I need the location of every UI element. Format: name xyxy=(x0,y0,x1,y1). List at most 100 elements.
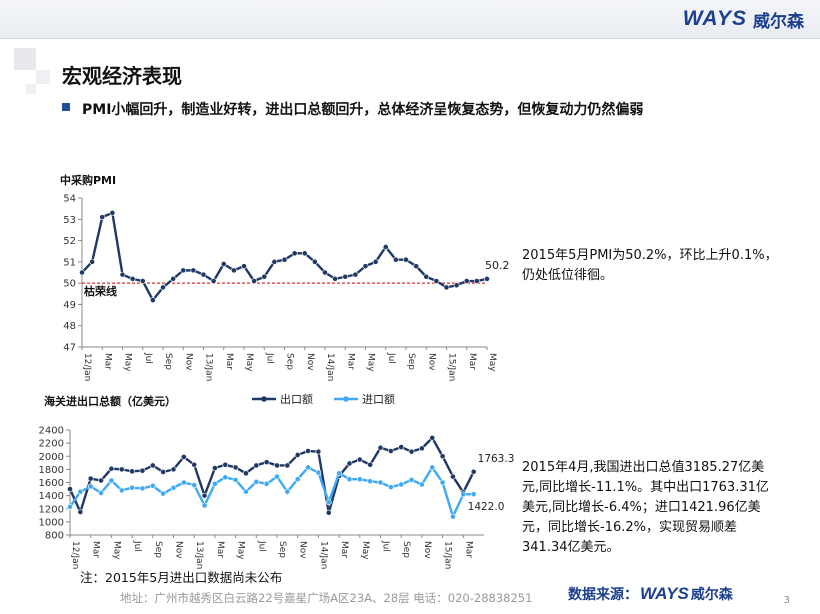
import-point xyxy=(387,484,394,490)
x-tick-label: Sep xyxy=(401,541,411,558)
pmi-point xyxy=(200,271,207,278)
export-point xyxy=(325,509,332,516)
x-tick-label: Mar xyxy=(339,541,349,558)
pmi-point xyxy=(413,263,420,270)
import-point xyxy=(418,481,425,488)
export-point xyxy=(263,459,270,466)
pmi-point xyxy=(484,275,490,282)
pmi-point xyxy=(281,256,288,263)
import-point xyxy=(315,469,322,476)
x-tick-label: Mar xyxy=(102,353,112,370)
pmi-point xyxy=(79,269,85,276)
export-point xyxy=(418,445,425,452)
y-tick-label: 2000 xyxy=(39,452,64,463)
x-tick-label: Jul xyxy=(264,352,274,364)
x-tick-label: Mar xyxy=(463,541,473,558)
import-point xyxy=(460,491,467,498)
threshold-label: 枯荣线 xyxy=(84,284,117,298)
pmi-point xyxy=(332,275,339,282)
x-tick-label: Sep xyxy=(285,353,295,370)
import-point xyxy=(263,480,270,487)
import-point xyxy=(87,483,94,490)
export-point xyxy=(222,461,229,468)
pmi-point xyxy=(89,258,96,265)
pmi-point xyxy=(149,297,156,304)
import-point xyxy=(336,470,342,477)
footnote: 注：2015年5月进出口数据尚未公布 xyxy=(80,570,283,585)
x-tick-label: Jul xyxy=(256,540,266,552)
pmi-point xyxy=(241,263,247,270)
pmi-point xyxy=(291,250,298,257)
pmi-point xyxy=(180,267,187,274)
import-point xyxy=(450,513,456,520)
x-tick-label: May xyxy=(111,541,121,560)
trade-chart-title: 海关进出口总额（亿美元） xyxy=(44,394,176,408)
pmi-point xyxy=(382,244,389,250)
import-point xyxy=(470,491,477,498)
import-point xyxy=(160,490,167,497)
import-point xyxy=(108,477,115,484)
y-tick-label: 53 xyxy=(63,215,76,226)
legend-label: 出口额 xyxy=(280,392,313,406)
x-tick-label: 12/Jan xyxy=(82,353,92,381)
y-tick-label: 2400 xyxy=(39,426,64,437)
pmi-point xyxy=(271,258,278,265)
pmi-point xyxy=(99,214,106,221)
import-point xyxy=(429,464,436,471)
y-tick-label: 1800 xyxy=(39,465,64,476)
x-tick-label: Sep xyxy=(406,353,416,370)
y-tick-label: 1200 xyxy=(39,504,64,515)
y-tick-label: 800 xyxy=(45,531,64,542)
import-point xyxy=(284,488,291,495)
x-tick-label: Mar xyxy=(345,353,355,370)
export-point xyxy=(149,462,156,469)
y-tick-label: 51 xyxy=(63,257,76,268)
export-point xyxy=(243,470,249,477)
x-tick-label: Nov xyxy=(426,353,436,371)
x-tick-label: 13/Jan xyxy=(194,541,204,569)
import-point xyxy=(149,482,156,489)
import-point xyxy=(346,476,353,483)
import-point xyxy=(180,479,187,486)
pmi-chart: 中采购PMI 47 48 49 50 51 52 53 54 12/Jan Mar May Jul Se… xyxy=(60,173,510,381)
pmi-point xyxy=(392,256,399,263)
export-point xyxy=(367,461,374,468)
data-source: 数据来源： WAYS 威尔森 xyxy=(568,584,733,604)
page-number: 3 xyxy=(783,595,790,606)
x-tick-label: Nov xyxy=(183,353,193,371)
import-point xyxy=(377,479,384,486)
footer-address: 地址：广州市越秀区白云路22号嘉星广场A区23A、28层 电话：020-2883… xyxy=(120,591,533,605)
pmi-point xyxy=(139,278,146,284)
x-tick-label: 14/Jan xyxy=(318,541,328,569)
x-tick-label: Sep xyxy=(163,353,173,370)
x-tick-label: 12/Jan xyxy=(70,541,80,569)
export-point xyxy=(398,444,405,450)
export-point xyxy=(315,448,322,455)
import-point xyxy=(253,478,260,485)
pmi-point xyxy=(463,278,470,284)
import-point xyxy=(129,484,135,491)
pmi-point xyxy=(453,282,460,289)
pmi-point xyxy=(443,284,450,291)
import-point xyxy=(211,480,218,487)
export-point xyxy=(346,460,353,467)
x-tick-label: Mar xyxy=(215,541,225,558)
trade-note: 2015年4月,我国进出口总值3185.27亿美元,同比增长-11.1%。其中出… xyxy=(522,460,769,555)
import-point xyxy=(356,476,363,483)
x-tick-label: Sep xyxy=(153,541,163,558)
export-point xyxy=(139,467,146,474)
import-line xyxy=(69,466,474,518)
pmi-point xyxy=(301,250,308,257)
import-point xyxy=(408,476,415,483)
pmi-point xyxy=(342,273,349,280)
pmi-chart-title: 中采购PMI xyxy=(60,173,116,187)
legend-label: 进口额 xyxy=(362,393,395,406)
data-source-label: 数据来源： xyxy=(568,587,638,603)
pmi-point xyxy=(160,284,166,291)
legend-marker xyxy=(343,396,349,402)
x-tick-label: Nov xyxy=(305,353,315,371)
pmi-point xyxy=(403,256,409,263)
import-point xyxy=(398,481,405,488)
y-tick-label: 48 xyxy=(63,321,76,332)
pmi-point xyxy=(220,261,227,267)
